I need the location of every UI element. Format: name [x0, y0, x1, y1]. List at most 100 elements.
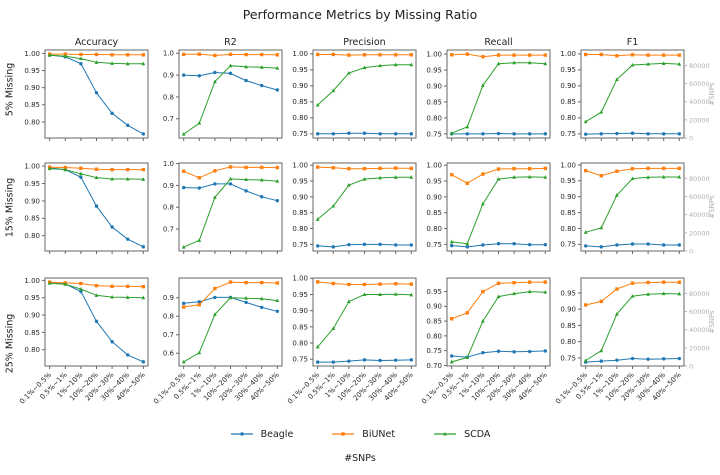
svg-text:0.85: 0.85 — [426, 318, 442, 326]
chart-panel-recall-15pct: 0.75 0.80 0.85 0.90 0.95 1.00 — [426, 162, 551, 254]
svg-text:1.00: 1.00 — [426, 162, 442, 170]
legend-label: BiUNet — [362, 428, 396, 440]
svg-text:0.90: 0.90 — [426, 82, 442, 90]
beagle-line-marker-icon — [230, 432, 253, 436]
svg-text:0.95: 0.95 — [24, 294, 40, 302]
chart-panel-recall-5pct: Recall 0.75 0.80 0.85 0.90 0.95 1.00 — [426, 37, 551, 141]
chart-row: 5% Missing Accuracy 0.80 0.85 0.90 0.95 1.00 R2… — [2, 36, 720, 143]
svg-text:0.85: 0.85 — [292, 209, 308, 217]
svg-text:#SNPs: #SNPs — [708, 310, 716, 334]
chart-panel-precision-25pct: 0.750.800.850.900.951.000.1%~0.5%0.5%~1%… — [286, 275, 417, 406]
svg-text:0.90: 0.90 — [426, 303, 442, 311]
svg-text:0.85: 0.85 — [24, 329, 40, 337]
svg-text:0.9: 0.9 — [163, 182, 174, 190]
chart-panel-f1-5pct: F1 0.75 0.80 0.85 0.90 0.95 1.00 0 20000 40000 600… — [560, 37, 716, 142]
svg-text:0.80: 0.80 — [426, 114, 442, 122]
svg-text:1.00: 1.00 — [24, 50, 40, 58]
svg-text:1.00: 1.00 — [426, 51, 442, 59]
svg-text:80000: 80000 — [689, 62, 710, 70]
chart-grid: 5% Missing Accuracy 0.80 0.85 0.90 0.95 1.00 R2… — [0, 36, 720, 413]
svg-text:0.80: 0.80 — [560, 338, 576, 346]
svg-text:1.00: 1.00 — [24, 163, 40, 171]
svg-text:40000: 40000 — [689, 211, 710, 219]
svg-text:0.85: 0.85 — [24, 215, 40, 223]
chart-panel-accuracy-5pct: Accuracy 0.80 0.85 0.90 0.95 1.00 — [24, 37, 149, 141]
svg-text:0.80: 0.80 — [560, 114, 576, 122]
chart-title: Performance Metrics by Missing Ratio — [242, 7, 478, 22]
svg-text:1.00: 1.00 — [560, 50, 576, 58]
svg-text:0.85: 0.85 — [426, 98, 442, 106]
svg-text:0.80: 0.80 — [292, 339, 308, 347]
svg-text:0.95: 0.95 — [560, 289, 576, 297]
chart-panel-r2-25pct: 0.60.70.80.90.1%~0.5%0.5%~1%1%~10%10%~20… — [152, 277, 283, 406]
chart-panel-f1-25pct: 0.750.800.850.900.950.1%~0.5%0.5%~1%1%~1… — [554, 277, 716, 406]
svg-text:60000: 60000 — [689, 193, 710, 201]
svg-text:F1: F1 — [627, 37, 639, 48]
svg-text:0.95: 0.95 — [560, 177, 576, 185]
chart-panel-precision-15pct: 0.75 0.80 0.85 0.90 0.95 1.00 — [292, 162, 417, 254]
svg-text:0.95: 0.95 — [24, 180, 40, 188]
svg-text:0: 0 — [689, 362, 693, 370]
row-label-25-missing: 25% Missing — [4, 313, 15, 373]
biunet-line-marker-icon — [332, 432, 355, 436]
svg-text:1.00: 1.00 — [292, 162, 308, 170]
svg-text:0.75: 0.75 — [292, 356, 308, 364]
svg-text:0.90: 0.90 — [292, 307, 308, 315]
svg-text:0.95: 0.95 — [426, 288, 442, 296]
svg-text:#SNPs: #SNPs — [708, 82, 716, 106]
svg-text:0.90: 0.90 — [292, 82, 308, 90]
legend-label: SCDA — [464, 428, 491, 440]
svg-text:0.95: 0.95 — [426, 66, 442, 74]
svg-text:0.7: 0.7 — [163, 225, 174, 233]
svg-text:Recall: Recall — [484, 37, 512, 48]
svg-text:0.8: 0.8 — [163, 313, 174, 321]
svg-text:0.90: 0.90 — [560, 82, 576, 90]
svg-text:0.90: 0.90 — [24, 197, 40, 205]
svg-text:40000: 40000 — [689, 326, 710, 334]
svg-text:0.80: 0.80 — [560, 225, 576, 233]
svg-text:1.00: 1.00 — [292, 275, 308, 283]
svg-text:40000: 40000 — [689, 98, 710, 106]
svg-text:0: 0 — [689, 247, 693, 255]
x-axis-label: #SNPs — [344, 453, 376, 464]
scda-line-marker-icon — [434, 431, 457, 436]
svg-text:0.90: 0.90 — [24, 84, 40, 92]
legend-label: Beagle — [260, 428, 294, 440]
svg-text:1.00: 1.00 — [24, 277, 40, 285]
svg-text:0.80: 0.80 — [426, 332, 442, 340]
svg-text:0.95: 0.95 — [426, 177, 442, 185]
svg-text:0.70: 0.70 — [426, 362, 442, 370]
svg-text:1.00: 1.00 — [560, 161, 576, 169]
svg-text:0.9: 0.9 — [163, 72, 174, 80]
svg-text:0.80: 0.80 — [292, 114, 308, 122]
svg-text:0.95: 0.95 — [292, 177, 308, 185]
chart-panel-f1-15pct: 0.75 0.80 0.85 0.90 0.95 1.00 0 20000 40000 60000… — [560, 161, 716, 255]
chart-panel-r2-5pct: R2 0.7 0.8 0.9 1.0 — [163, 37, 283, 141]
svg-text:60000: 60000 — [689, 308, 710, 316]
legend-item-beagle: Beagle — [230, 428, 294, 440]
svg-text:0.7: 0.7 — [163, 115, 174, 123]
row-label-15-missing: 15% Missing — [4, 177, 15, 237]
svg-text:0.85: 0.85 — [292, 98, 308, 106]
chart-panel-precision-5pct: Precision 0.75 0.80 0.85 0.90 0.95 1.00 — [292, 37, 417, 141]
svg-text:0.75: 0.75 — [560, 130, 576, 138]
svg-text:0.80: 0.80 — [292, 225, 308, 233]
svg-text:0.85: 0.85 — [292, 323, 308, 331]
svg-text:0.80: 0.80 — [24, 232, 40, 240]
svg-text:0.90: 0.90 — [24, 311, 40, 319]
svg-text:0.6: 0.6 — [163, 350, 175, 358]
svg-text:1.00: 1.00 — [292, 50, 308, 58]
legend-item-biunet: BiUNet — [331, 429, 395, 440]
chart-row: 25% Missing 0.80 0.85 0.90 0.95 1.00 0.1%~0.5%… — [2, 273, 720, 413]
chart-panel-recall-25pct: 0.700.750.800.850.900.950.1%~0.5%0.5%~1%… — [420, 277, 551, 406]
svg-text:0.85: 0.85 — [560, 209, 576, 217]
svg-text:20000: 20000 — [689, 229, 710, 237]
svg-text:0.90: 0.90 — [426, 193, 442, 201]
svg-text:0.75: 0.75 — [426, 130, 442, 138]
svg-text:0.75: 0.75 — [560, 354, 576, 362]
svg-text:0.95: 0.95 — [560, 66, 576, 74]
svg-text:#SNPs: #SNPs — [708, 195, 716, 219]
svg-text:0.80: 0.80 — [24, 118, 40, 126]
svg-text:60000: 60000 — [689, 80, 710, 88]
